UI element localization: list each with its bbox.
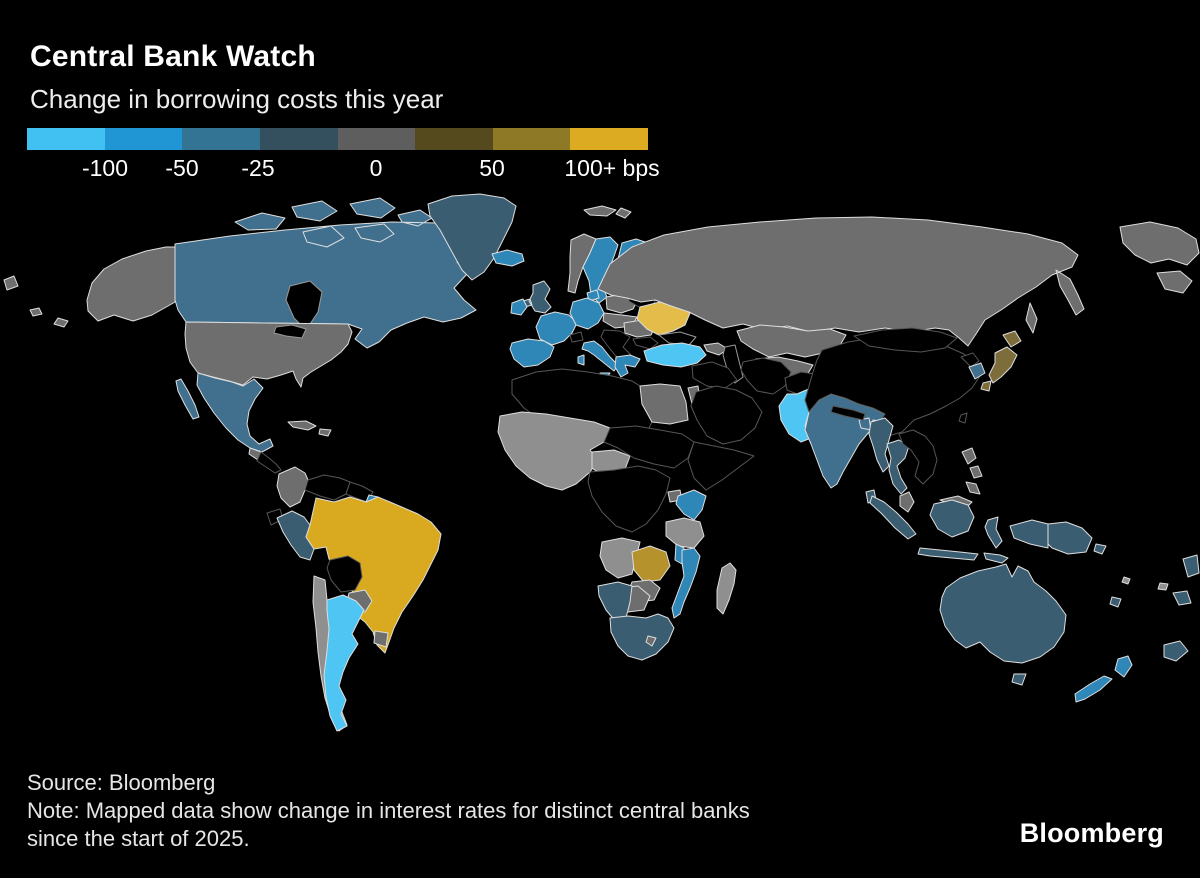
region-germany <box>570 298 604 329</box>
region-west-papua <box>1010 520 1048 548</box>
note-line2: since the start of 2025. <box>27 826 250 851</box>
page-title: Central Bank Watch <box>30 40 316 73</box>
legend-segment <box>337 128 416 150</box>
region-fiji <box>1122 577 1168 590</box>
region-horn-of-africa <box>688 442 754 490</box>
legend-segment <box>492 128 571 150</box>
region-svalbard <box>584 206 631 218</box>
region-angola <box>600 538 640 578</box>
region-nepal-bhutan <box>831 406 865 420</box>
region-aleutians <box>4 276 68 327</box>
region-argentina <box>324 595 364 731</box>
region-canada <box>175 198 482 348</box>
region-venezuela <box>305 475 350 500</box>
legend-tick-label: 50 <box>479 155 505 181</box>
region-turkey <box>644 343 706 367</box>
region-ireland <box>511 299 527 315</box>
region-mexico <box>176 373 273 452</box>
region-papua-new-guinea <box>1048 522 1106 554</box>
legend-tick-label: 100+ bps <box>564 155 660 181</box>
caspian-sea-water <box>723 345 743 383</box>
region-madagascar <box>717 563 736 614</box>
region-uruguay <box>374 631 388 647</box>
region-chad-sudan <box>604 426 694 468</box>
region-iberia <box>510 339 554 367</box>
region-russia-chukotka <box>1120 222 1199 293</box>
legend-segment <box>415 128 493 150</box>
region-indochina <box>899 430 937 484</box>
region-thailand <box>887 440 909 494</box>
legend-color-scale <box>27 128 648 150</box>
region-tanzania <box>666 518 704 548</box>
legend-segment <box>570 128 648 150</box>
region-bulgaria <box>633 337 658 349</box>
region-colombia <box>277 467 308 507</box>
legend-tick-label: -100 <box>81 155 129 181</box>
region-japan <box>981 331 1021 391</box>
legend-segment <box>182 128 260 150</box>
page-subtitle: Change in borrowing costs this year <box>30 84 444 114</box>
region-lesotho <box>646 636 656 646</box>
region-pacific-islands <box>1164 555 1199 661</box>
source-text: Source: Bloomberg <box>27 770 216 795</box>
region-central-africa <box>588 466 670 532</box>
region-new-zealand <box>1075 656 1132 702</box>
region-north-korea <box>961 353 979 367</box>
region-hispaniola <box>319 429 331 436</box>
note-line1: Note: Mapped data show change in interes… <box>27 798 750 823</box>
region-iraq-syria <box>692 362 737 388</box>
region-philippines <box>962 448 982 494</box>
region-france <box>536 312 577 345</box>
region-zambia <box>632 546 670 582</box>
region-iceland <box>492 250 524 266</box>
region-switzerland <box>570 332 583 342</box>
world-map <box>0 185 1200 777</box>
great-lakes-water <box>274 325 306 338</box>
region-kenya <box>676 490 706 520</box>
legend-tick-labels: -100 -50 -25 0 50 100+ bps <box>0 155 1200 185</box>
region-mongolia <box>854 328 957 352</box>
region-australia <box>940 564 1066 685</box>
legend-segment <box>104 128 183 150</box>
region-uk <box>523 281 551 313</box>
region-egypt <box>640 384 688 424</box>
region-iran <box>741 358 791 394</box>
region-taiwan <box>959 413 967 423</box>
legend-tick-label: -50 <box>165 155 199 181</box>
region-usa <box>185 322 352 387</box>
bloomberg-logo: Bloomberg <box>1019 818 1164 848</box>
legend-tick-label: 0 <box>369 155 383 181</box>
region-central-america <box>257 452 281 473</box>
region-saudi-peninsula <box>691 386 762 444</box>
region-cuba <box>288 421 316 430</box>
region-alaska <box>87 247 175 321</box>
region-mozambique <box>672 548 700 618</box>
region-russia <box>598 217 1084 346</box>
legend-tick-label: -25 <box>241 155 275 181</box>
region-norway <box>568 234 596 293</box>
region-south-africa <box>610 614 674 660</box>
region-greece <box>615 355 640 377</box>
region-new-caledonia <box>1110 597 1121 607</box>
legend-segment <box>27 128 105 150</box>
region-bolivia <box>327 556 362 592</box>
hudson-bay-water <box>286 281 322 330</box>
region-indonesia <box>870 496 1008 563</box>
region-myanmar <box>869 418 893 472</box>
legend-segment <box>259 128 338 150</box>
region-south-korea <box>969 363 985 379</box>
black-sea-water <box>659 332 696 345</box>
